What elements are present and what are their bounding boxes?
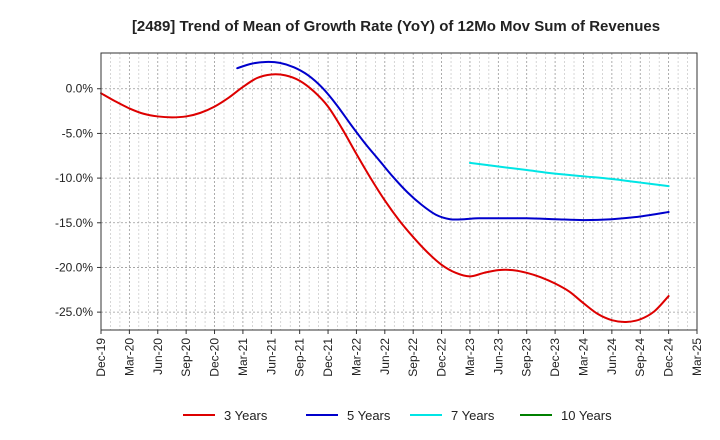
series-line-5-years [236,60,670,222]
x-tick-label: Jun-22 [378,338,392,375]
legend-label-10-years: 10 Years [561,408,612,423]
x-tick-label: Mar-23 [463,338,477,376]
x-axis-ticks: Dec-19 Mar-20 Jun-20 Sep-20 Dec-20 Mar-21 Jun-… [94,330,704,377]
legend-label-7-years: 7 Years [451,408,495,423]
x-tick-label: Sep-22 [406,338,420,377]
x-tick-label: Sep-23 [520,338,534,377]
legend-label-5-years: 5 Years [347,408,391,423]
x-tick-label: Sep-24 [633,338,647,377]
x-tick-label: Mar-21 [236,338,250,376]
x-tick-label: Dec-19 [94,338,108,377]
chart-title: [2489] Trend of Mean of Growth Rate (YoY… [132,18,660,35]
x-tick-label: Dec-23 [548,338,562,377]
x-tick-label: Mar-25 [690,338,704,376]
x-tick-label: Jun-20 [151,338,165,375]
plot-frame [100,52,698,331]
x-tick-label: Dec-22 [435,338,449,377]
y-tick-label: -10.0% [55,171,93,185]
x-tick-label: Dec-21 [321,338,335,377]
x-tick-label: Sep-21 [293,338,307,377]
y-tick-label: -25.0% [55,305,93,319]
y-tick-label: -15.0% [55,216,93,230]
series-line-3-years [100,73,670,323]
x-tick-label: Mar-22 [349,338,363,376]
legend: 3 Years 5 Years 7 Years 10 Years [183,408,612,423]
x-tick-label: Mar-20 [122,338,136,376]
y-tick-label: -20.0% [55,260,93,274]
legend-label-3-years: 3 Years [224,408,268,423]
x-tick-label: Dec-20 [208,338,222,377]
plot-area [101,53,697,330]
x-tick-label: Dec-24 [662,338,676,377]
x-tick-label: Jun-24 [605,338,619,375]
y-tick-label: -5.0% [62,126,94,140]
x-tick-label: Mar-24 [576,338,590,376]
series-line-7-years [468,161,670,188]
x-tick-label: Jun-23 [491,338,505,375]
x-tick-label: Sep-20 [179,338,193,377]
y-tick-label: 0.0% [66,82,94,96]
series-lines [100,60,670,323]
y-axis-ticks: 0.0% -5.0% -10.0% -15.0% -20.0% -25.0% [55,82,101,319]
x-tick-label: Jun-21 [264,338,278,375]
